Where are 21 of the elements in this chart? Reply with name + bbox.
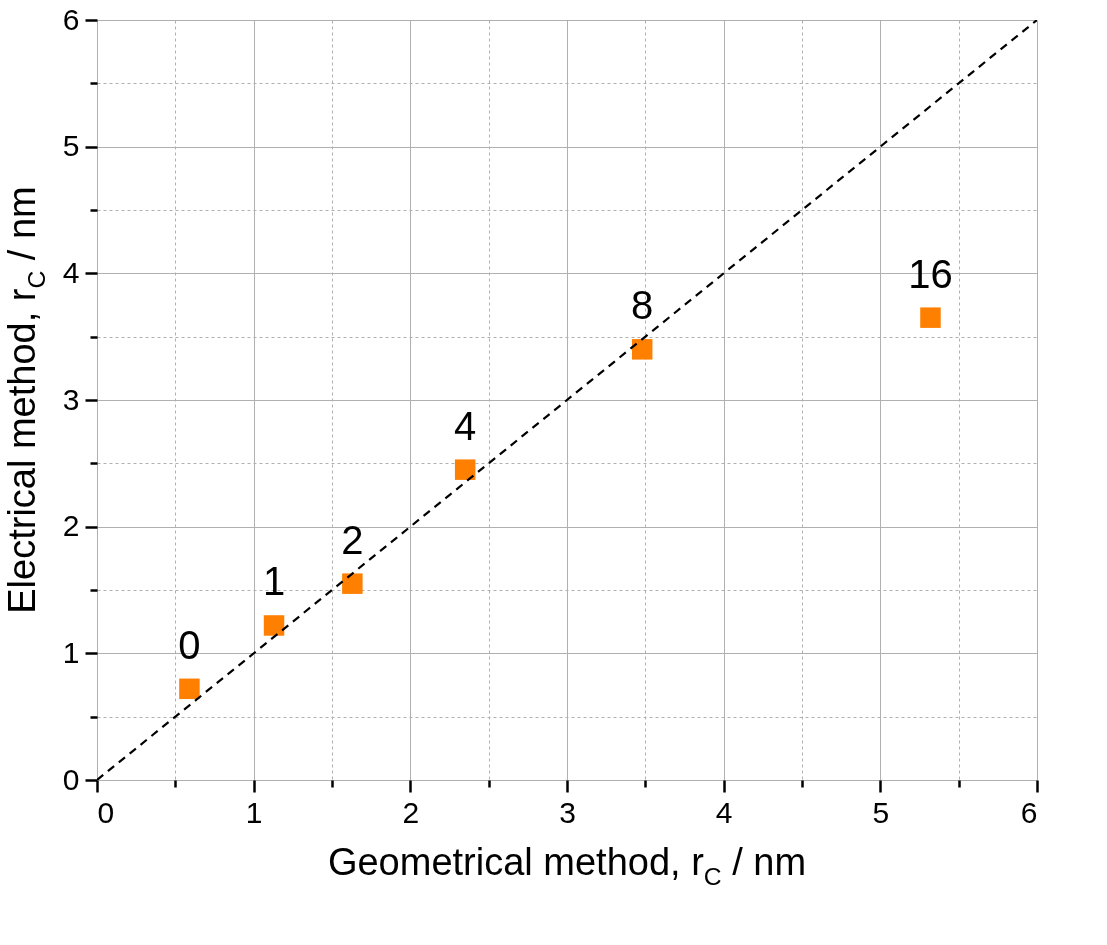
y-tick-label: 4	[62, 255, 80, 289]
y-tick-label: 5	[62, 129, 80, 163]
annotation: 16	[908, 251, 953, 296]
y-axis-title: Electrical method, rC / nm	[1, 186, 50, 614]
annotation: 8	[631, 283, 654, 328]
y-tick-label: 0	[62, 762, 80, 796]
x-tick-label: 6	[1020, 795, 1038, 829]
x-tick-label: 1	[245, 795, 263, 829]
y-tick-label: 2	[62, 509, 80, 543]
y-tick-label: 3	[62, 382, 80, 416]
x-tick-label: 0	[97, 795, 115, 829]
x-tick-label: 3	[559, 795, 576, 829]
x-tick-label: 4	[715, 795, 733, 829]
y-tick-label: 1	[62, 635, 80, 669]
annotation: 2	[341, 517, 364, 562]
x-tick-label: 2	[402, 795, 420, 829]
y-tick-label: 6	[62, 2, 80, 36]
x-tick-label: 5	[872, 795, 890, 829]
annotation: 0	[178, 622, 201, 667]
annotation: 1	[262, 559, 286, 604]
annotation: 4	[454, 403, 477, 448]
